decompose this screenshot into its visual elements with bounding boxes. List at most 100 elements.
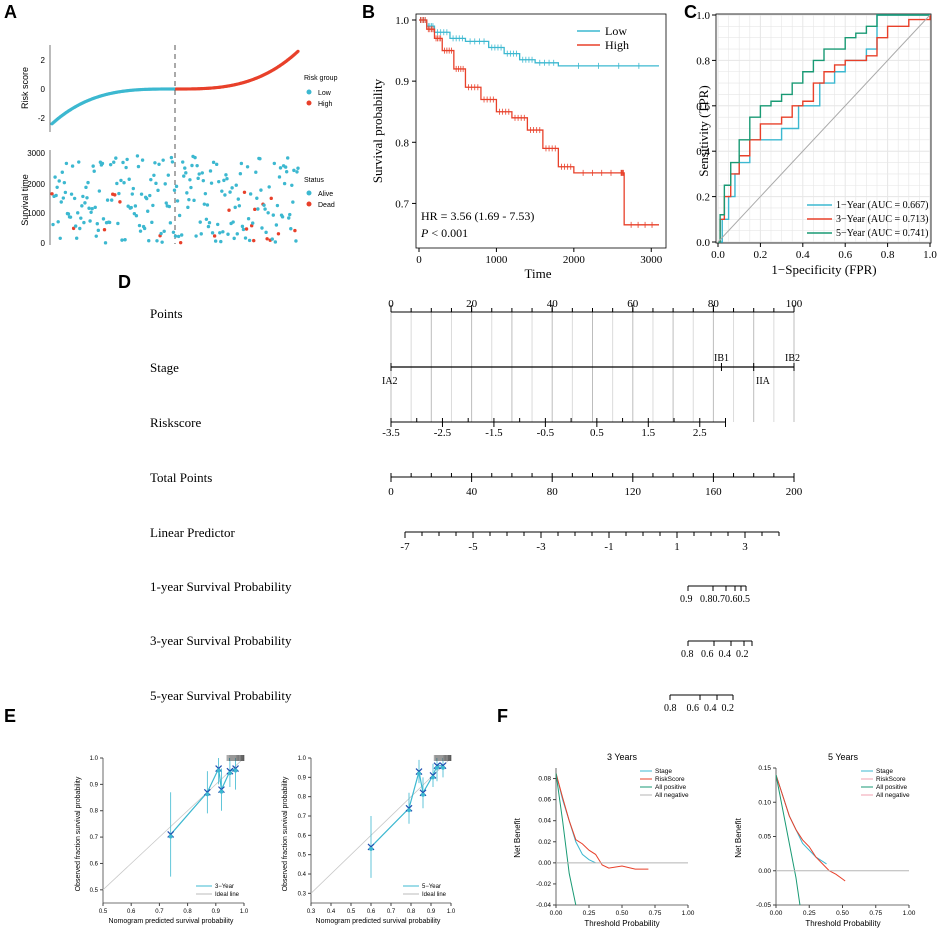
e-left-point — [205, 792, 210, 797]
e-right-xtick-label: 1.0 — [447, 909, 456, 915]
time-point-dead — [249, 224, 254, 228]
time-point-alive — [123, 238, 127, 242]
time-point-alive — [193, 155, 197, 160]
time-point-alive — [251, 221, 255, 225]
time-point-alive — [256, 207, 260, 211]
e-left-ytick-label: 0.9 — [90, 782, 99, 788]
e-right-xtick-label: 0.6 — [367, 909, 376, 915]
time-point-alive — [188, 178, 192, 182]
e-right-point — [421, 792, 425, 797]
e-right-point — [417, 771, 421, 776]
time-point-dead — [118, 200, 122, 204]
time-point-dead — [50, 192, 54, 196]
e-right-xlabel: Nomogram predicted survival probability — [316, 918, 441, 925]
e-right-ytick-label: 0.3 — [298, 891, 307, 897]
time-point-alive — [78, 226, 82, 231]
f-left-ytick-label: 0.00 — [538, 860, 551, 867]
time-point-alive — [194, 234, 198, 238]
d-points-ticklabel: 0 — [388, 298, 394, 310]
time-point-alive — [84, 185, 88, 190]
time-point-alive — [66, 212, 71, 216]
f-right-ytick-label: 0.10 — [758, 799, 771, 806]
b-xtick-label: 2000 — [563, 254, 586, 266]
panel-e: E 0.5 0.6 0.7 0.8 0.9 1.0 1.0 0.9 0.8 0.7 0.6 0.5 0… — [4, 706, 456, 925]
e-left-legend: 3−Year Ideal line — [196, 884, 240, 898]
d-riskscore-ticklabel: -2.5 — [434, 427, 452, 439]
f-left-xtick-label: 0.00 — [550, 910, 563, 917]
time-point-alive — [204, 217, 209, 221]
a-time-ytick: 0 — [41, 239, 46, 248]
time-point-dead — [269, 196, 273, 201]
time-point-alive — [112, 160, 116, 164]
time-point-alive — [241, 227, 246, 232]
a-time-points — [50, 154, 300, 245]
f-left-ytick-label: -0.04 — [536, 902, 551, 909]
a-risk-ytick: -2 — [38, 114, 46, 123]
time-point-alive — [117, 191, 121, 196]
time-point-alive — [287, 216, 291, 220]
time-point-alive — [175, 199, 180, 203]
time-point-alive — [89, 210, 93, 214]
c-xtick-label: 1.0 — [923, 249, 937, 261]
f-left-title: 3 Years — [607, 752, 638, 762]
time-point-alive — [144, 196, 149, 201]
a-legend-high-label: High — [318, 101, 333, 108]
time-point-alive — [267, 185, 271, 189]
e-right-xtick-label: 0.3 — [307, 909, 316, 915]
b-curves — [419, 17, 659, 228]
time-point-alive — [94, 234, 98, 238]
time-point-alive — [221, 230, 225, 234]
time-point-alive — [57, 179, 61, 183]
time-point-alive — [125, 157, 129, 162]
time-point-alive — [101, 217, 106, 221]
f-right-legend-allpos: All positive — [876, 784, 907, 791]
f-left-curve-riskscore — [555, 773, 649, 870]
time-point-dead — [242, 190, 247, 194]
time-point-alive — [245, 165, 250, 169]
d-riskscore-ticklabel: 2.5 — [693, 427, 707, 439]
b-legend-low-label: Low — [605, 24, 627, 38]
d-row-label-linear-predictor: Linear Predictor — [150, 525, 235, 540]
time-point-alive — [82, 220, 86, 225]
panel-b-letter: B — [362, 2, 375, 22]
time-point-alive — [206, 224, 211, 229]
d-lp-ticklabel: 1 — [674, 541, 680, 553]
time-point-alive — [69, 192, 74, 196]
time-point-alive — [140, 158, 145, 162]
time-point-alive — [292, 168, 296, 173]
a-legend-low-label: Low — [318, 90, 332, 97]
time-point-alive — [135, 154, 140, 158]
time-point-alive — [247, 238, 252, 243]
e-right-ytick-label: 0.6 — [298, 833, 307, 839]
time-point-alive — [225, 177, 229, 181]
time-point-alive — [284, 170, 289, 174]
time-point-alive — [237, 204, 242, 208]
time-point-alive — [148, 193, 152, 198]
time-point-alive — [199, 232, 203, 236]
e-right-xtick-label: 0.4 — [327, 909, 336, 915]
b-xlabel: Time — [525, 266, 552, 281]
e-left-point — [219, 789, 224, 794]
d-points-ticklabel: 100 — [786, 298, 803, 310]
time-point-alive — [91, 164, 95, 168]
c-xlabel: 1−Specificity (FPR) — [771, 262, 876, 277]
e-left-ideal-line — [102, 757, 245, 891]
f-left-legend-risk: RiskScore — [655, 776, 685, 783]
time-point-alive — [105, 198, 110, 202]
time-point-alive — [152, 173, 156, 177]
time-point-alive — [223, 193, 227, 197]
f-left-xtick-label: 0.25 — [583, 910, 596, 917]
d-stage-ia2: IA2 — [382, 376, 398, 387]
time-point-alive — [88, 219, 92, 223]
time-point-alive — [62, 180, 67, 185]
f-left-ytick-label: -0.02 — [536, 881, 551, 888]
time-point-alive — [159, 231, 163, 236]
e-left-xtick-label: 0.7 — [155, 909, 164, 915]
time-point-alive — [90, 207, 94, 211]
time-point-alive — [151, 203, 155, 208]
c-roc-curve — [718, 14, 930, 243]
time-point-alive — [97, 189, 102, 193]
d-riskscore-ticklabel: 0.5 — [590, 427, 604, 439]
time-point-dead — [253, 207, 257, 212]
time-point-alive — [120, 238, 124, 242]
